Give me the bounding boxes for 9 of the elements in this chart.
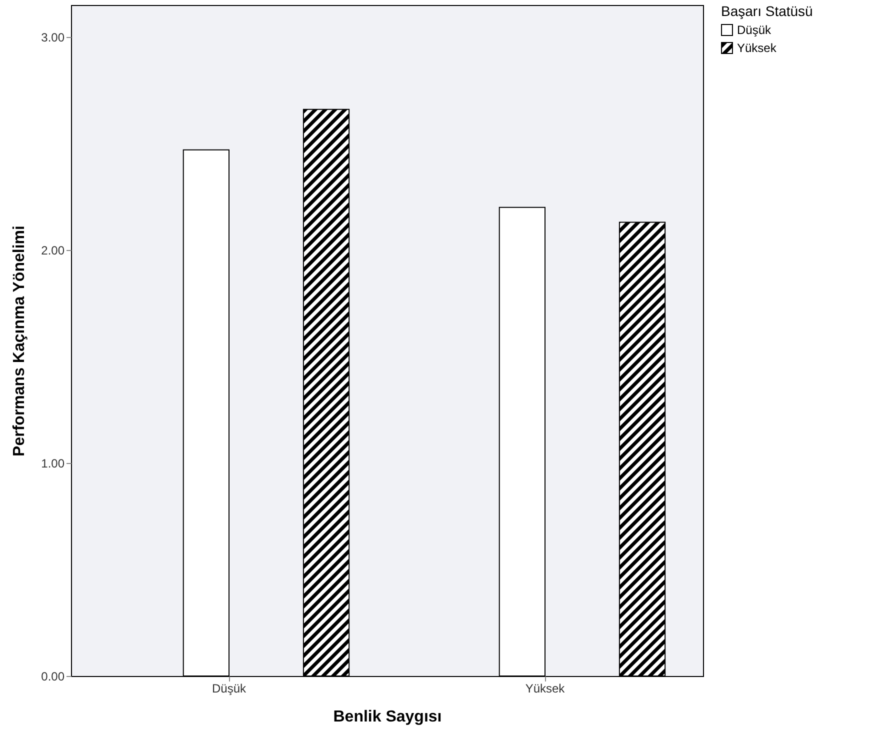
y-tick-label: 0.00	[41, 670, 65, 684]
legend-label: Düşük	[737, 23, 772, 37]
y-axis-title: Performans Kaçınma Yönelimi	[11, 226, 28, 456]
legend-label: Yüksek	[737, 41, 778, 55]
y-tick-label: 1.00	[41, 456, 65, 470]
y-tick-label: 3.00	[41, 30, 65, 44]
legend-title: Başarı Statüsü	[721, 3, 813, 19]
x-axis-title: Benlik Saygısı	[333, 708, 442, 726]
y-tick-label: 2.00	[41, 243, 65, 258]
